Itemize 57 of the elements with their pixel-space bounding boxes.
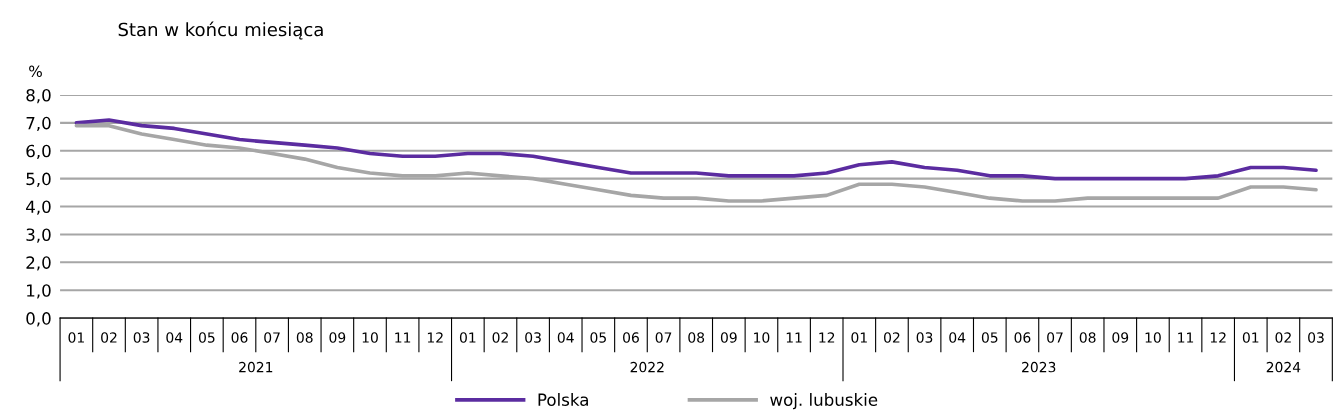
y-tick-label: 2,0 <box>26 256 51 271</box>
y-tick-label: 1,0 <box>27 284 51 299</box>
x-tick-label: 11 <box>786 332 802 343</box>
x-tick-label: 04 <box>949 332 966 343</box>
text: 2022 <box>630 361 664 373</box>
x-tick-label: 04 <box>557 332 574 343</box>
text: 2024 <box>1266 361 1301 373</box>
x-tick-label: 10 <box>1145 332 1161 343</box>
x-tick-label: 01 <box>851 332 867 343</box>
x-tick-label: 02 <box>492 332 508 343</box>
text: 2021 <box>239 361 273 373</box>
line-series <box>74 118 1318 181</box>
x-tick-label: 11 <box>1178 332 1194 343</box>
x-tick-label: 02 <box>1275 332 1291 343</box>
x-tick-label: 07 <box>1047 332 1063 343</box>
x-tick-label: 03 <box>525 332 541 343</box>
x-tick-label: 08 <box>688 332 705 343</box>
x-tick-label: 09 <box>1112 332 1129 343</box>
x-tick-label: 02 <box>101 332 117 343</box>
y-tick-label: 8,0 <box>26 88 51 104</box>
x-tick-label: 12 <box>1210 332 1226 343</box>
x-tick-label: 07 <box>655 332 672 343</box>
x-tick-label: 03 <box>916 332 933 343</box>
y-tick-label: 4,0 <box>26 200 51 215</box>
y-tick-label: 0,0 <box>26 312 51 327</box>
y-tick-label: 5,0 <box>26 172 51 187</box>
x-tick-label: 05 <box>198 332 215 343</box>
y-tick-label: 3,0 <box>26 228 51 243</box>
x-tick-label: 03 <box>1308 332 1324 343</box>
x-tick-label: 05 <box>981 332 998 343</box>
x-tick-label: 08 <box>296 332 313 343</box>
x-tick-label: 01 <box>68 332 84 343</box>
y-axis-title: % <box>29 65 42 78</box>
x-tick-label: 06 <box>1014 332 1031 343</box>
x-tick-label: 12 <box>819 332 835 343</box>
y-tick-label: 7,0 <box>26 116 51 132</box>
x-tick-label: 11 <box>395 332 411 343</box>
legend-label: Polska <box>538 393 588 406</box>
x-tick-label: 12 <box>427 332 443 343</box>
x-tick-label: 05 <box>590 332 606 343</box>
x-tick-label: 09 <box>329 332 346 343</box>
x-tick-label: 06 <box>231 332 248 343</box>
x-tick-label: 01 <box>459 332 476 343</box>
x-tick-label: 09 <box>720 332 737 343</box>
x-tick-label: 01 <box>1242 332 1259 343</box>
x-tick-label: 10 <box>362 332 378 343</box>
text: 2023 <box>1022 361 1056 373</box>
chart-title: Stan w końcu miesiąca <box>118 21 323 40</box>
x-tick-label: 10 <box>754 332 770 343</box>
x-tick-label: 04 <box>166 332 183 343</box>
legend-label: woj. lubuskie <box>770 393 878 410</box>
x-tick-label: 03 <box>133 332 150 343</box>
x-tick-label: 02 <box>884 332 900 343</box>
x-tick-label: 08 <box>1079 332 1096 343</box>
x-tick-label: 07 <box>264 332 280 343</box>
y-tick-label: 6,0 <box>26 144 51 159</box>
x-tick-label: 06 <box>623 332 639 343</box>
